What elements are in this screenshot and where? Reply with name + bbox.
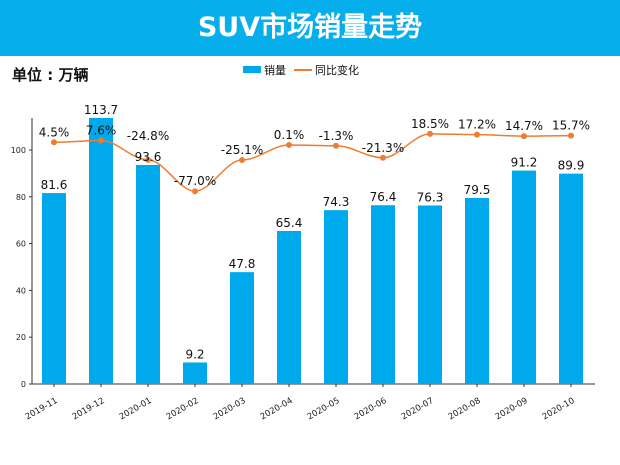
yoy-label: -77.0% xyxy=(174,174,216,188)
yoy-point-2020-02 xyxy=(192,188,198,195)
bar-label: 91.2 xyxy=(511,156,538,170)
yoy-label: 7.6% xyxy=(86,123,117,137)
bar-2020-02 xyxy=(183,362,207,384)
yoy-point-2020-03 xyxy=(239,157,245,164)
yoy-label: 4.5% xyxy=(39,125,70,139)
bar-2020-09 xyxy=(512,170,536,384)
yoy-point-2020-08 xyxy=(474,131,480,138)
yoy-label: 18.5% xyxy=(411,117,449,131)
bar-2019-12 xyxy=(89,117,113,384)
bar-label: 74.3 xyxy=(323,195,350,209)
bar-2020-05 xyxy=(324,210,348,384)
yoy-point-2020-06 xyxy=(380,154,386,161)
bar-2020-03 xyxy=(230,272,254,384)
y-tick-label: 80 xyxy=(16,193,26,202)
yoy-label: 17.2% xyxy=(458,118,496,132)
x-tick-label: 2020-03 xyxy=(212,396,248,422)
bar-label: 79.5 xyxy=(464,183,491,197)
bar-label: 9.2 xyxy=(185,347,204,361)
yoy-label: 0.1% xyxy=(274,128,305,142)
bar-label: 76.4 xyxy=(370,190,397,204)
x-tick-label: 2019-11 xyxy=(24,396,60,422)
unit-label: 单位 : 万辆 xyxy=(12,66,89,84)
x-tick-label: 2020-09 xyxy=(494,396,530,422)
bar-label: 76.3 xyxy=(417,190,444,204)
bar-label: 47.8 xyxy=(229,257,256,271)
y-tick-label: 20 xyxy=(16,333,26,342)
y-tick-label: 60 xyxy=(16,240,26,249)
yoy-label: -1.3% xyxy=(319,129,354,143)
bar-2020-07 xyxy=(418,205,442,384)
yoy-label: -24.8% xyxy=(127,129,169,143)
yoy-point-2020-04 xyxy=(286,141,292,148)
x-tick-label: 2020-04 xyxy=(259,396,295,422)
x-tick-label: 2020-01 xyxy=(118,396,154,422)
x-tick-label: 2020-08 xyxy=(447,396,483,422)
x-tick-label: 2020-06 xyxy=(353,396,389,422)
yoy-point-2020-05 xyxy=(333,142,339,149)
x-tick-label: 2020-07 xyxy=(400,396,436,422)
bar-2019-11 xyxy=(42,193,66,384)
legend-bar-swatch xyxy=(243,66,261,73)
x-tick-label: 2019-12 xyxy=(71,396,107,422)
yoy-point-2020-10 xyxy=(568,132,574,139)
bar-2020-01 xyxy=(136,164,160,384)
bar-label: 65.4 xyxy=(276,216,303,230)
x-tick-label: 2020-02 xyxy=(165,396,201,422)
y-tick-label: 40 xyxy=(16,286,26,295)
bar-2020-08 xyxy=(465,197,489,384)
yoy-label: 15.7% xyxy=(552,119,590,133)
bar-label: 113.7 xyxy=(84,103,118,117)
legend-bar-label: 销量 xyxy=(264,63,286,77)
bar-2020-10 xyxy=(559,173,583,384)
chart-title: SUV市场销量走势 xyxy=(0,0,620,56)
bar-2020-04 xyxy=(277,230,301,384)
x-tick-label: 2020-10 xyxy=(541,396,577,422)
bar-label: 93.6 xyxy=(135,150,162,164)
y-tick-label: 100 xyxy=(11,146,26,155)
bar-label: 89.9 xyxy=(558,159,585,173)
bar-label: 81.6 xyxy=(41,178,68,192)
y-tick-label: 0 xyxy=(21,380,26,389)
yoy-point-2020-07 xyxy=(427,130,433,137)
x-tick-label: 2020-05 xyxy=(306,396,342,422)
legend-line-label: 同比变化 xyxy=(315,63,359,77)
bar-2020-06 xyxy=(371,205,395,384)
yoy-label: -21.3% xyxy=(362,141,404,155)
yoy-point-2019-12 xyxy=(98,137,104,144)
yoy-label: 14.7% xyxy=(505,119,543,133)
yoy-label: -25.1% xyxy=(221,143,263,157)
yoy-point-2020-01 xyxy=(145,156,151,163)
yoy-point-2019-11 xyxy=(51,139,57,146)
yoy-point-2020-09 xyxy=(521,133,527,140)
